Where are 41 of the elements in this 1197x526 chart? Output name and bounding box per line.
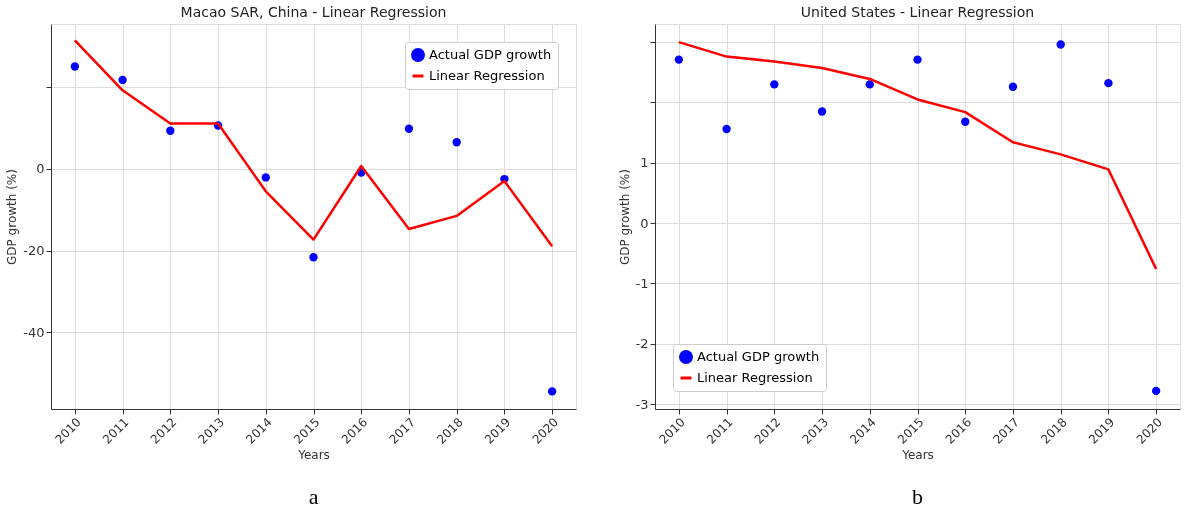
point — [1104, 78, 1113, 88]
point — [1008, 82, 1018, 91]
legend-label: Actual GDP growth — [429, 47, 552, 62]
text: b — [912, 484, 923, 509]
y-axis-title: GDP growth (%) — [5, 169, 20, 265]
point — [309, 253, 318, 262]
point — [865, 80, 874, 89]
point — [722, 124, 731, 134]
point — [166, 126, 175, 135]
y-tick-label: 0 — [640, 215, 649, 231]
point — [913, 55, 922, 64]
y-tick-label: -40 — [23, 324, 45, 340]
line-series — [73, 39, 554, 248]
point — [70, 62, 80, 71]
chart-title: United States - Linear Regression — [800, 4, 1035, 20]
point — [404, 124, 414, 133]
x-axis-title: Years — [901, 447, 934, 462]
point — [961, 117, 970, 126]
point — [261, 173, 270, 182]
point — [452, 138, 461, 147]
legend-label: Actual GDP growth — [697, 349, 820, 364]
legend-label: Linear Regression — [697, 370, 813, 385]
point — [770, 80, 779, 89]
point — [1151, 386, 1161, 396]
y-tick-label: -2 — [635, 336, 649, 352]
text: a — [308, 484, 319, 509]
y-tick-label: 0 — [36, 161, 45, 177]
chart-title: Macao SAR, China - Linear Regression — [180, 4, 447, 20]
y-tick-label: -20 — [23, 243, 45, 259]
point — [1056, 40, 1065, 49]
y-axis-title: GDP growth (%) — [617, 169, 632, 265]
y-tick-label: -1 — [635, 275, 649, 291]
x-axis-title: Years — [297, 447, 330, 462]
y-tick-label: -3 — [635, 396, 649, 412]
y-tick-label: 1 — [640, 155, 649, 171]
point — [674, 55, 684, 64]
line-series — [677, 40, 1158, 271]
point — [118, 75, 127, 85]
point — [547, 387, 557, 396]
legend-label: Linear Regression — [429, 68, 545, 83]
point — [817, 107, 827, 116]
